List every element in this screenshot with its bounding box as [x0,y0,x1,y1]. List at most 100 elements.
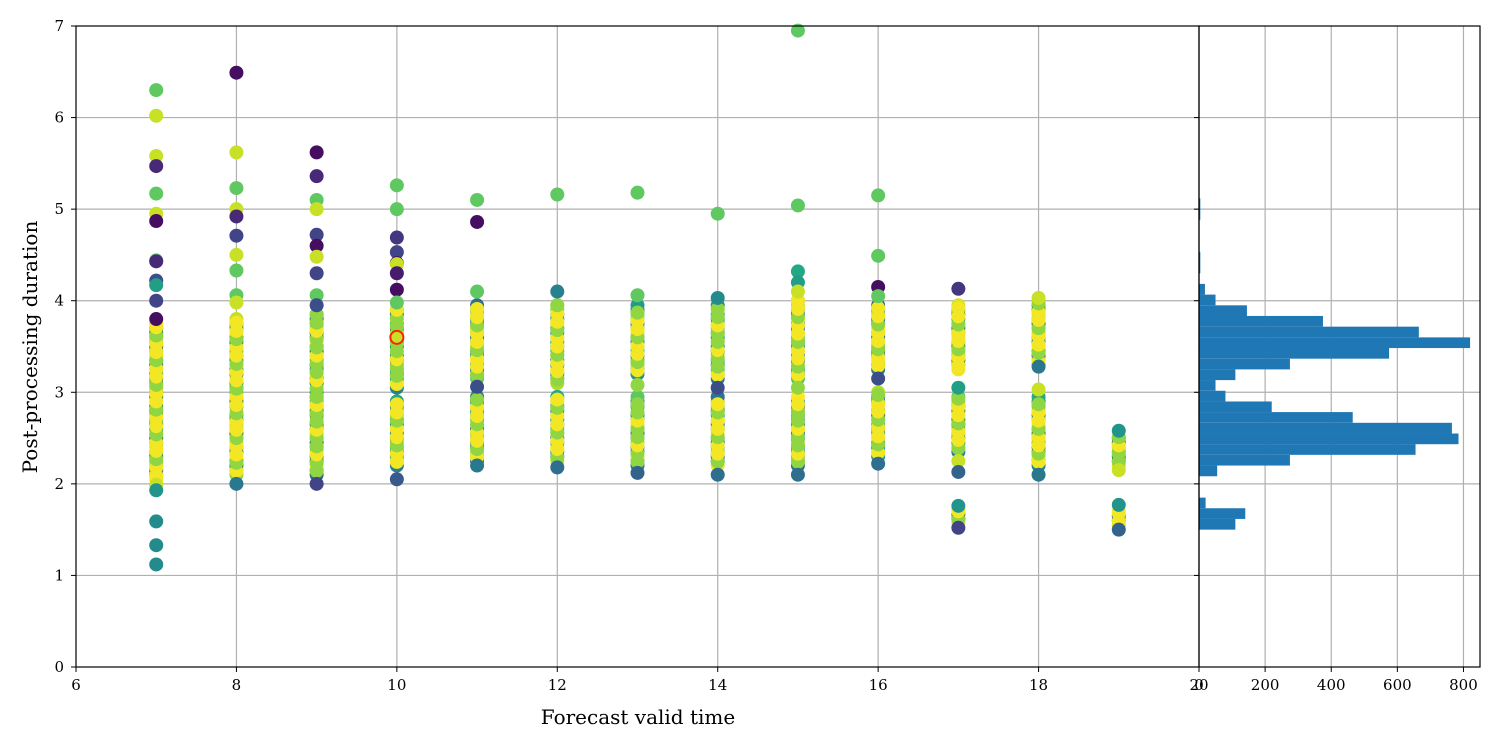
scatter-point [951,520,966,535]
scatter-point [710,467,725,482]
scatter-x-tick-label: 18 [1029,676,1048,694]
histogram-bar [1199,251,1201,263]
scatter-point [790,23,805,38]
y-axis-title: Post-processing duration [18,221,42,474]
scatter-point [149,83,164,98]
scatter-point [309,227,324,242]
histogram-bar [1199,380,1216,391]
scatter-point [550,284,565,299]
scatter-point [229,145,244,160]
histogram-bar [1199,369,1236,381]
histogram-bar [1199,412,1353,423]
histogram-bar [1199,262,1201,274]
scatter-point [149,214,164,229]
histogram-bar [1199,433,1459,445]
scatter-point [1031,382,1046,397]
scatter-point [871,388,886,403]
scatter-point [389,245,404,260]
scatter-point [229,476,244,491]
scatter-point [309,266,324,281]
histogram-x-tick-label: 600 [1383,676,1412,694]
scatter-point [790,380,805,395]
scatter-point [309,145,324,160]
histogram-x-ticks: 0 200 400 600 800 [1194,667,1478,694]
histogram-bar [1199,518,1236,530]
scatter-point [229,315,244,330]
scatter-y-tick-label: 3 [54,383,64,401]
histogram-bar [1199,401,1272,413]
scatter-point [871,289,886,304]
histogram-x-tick-label: 400 [1317,676,1346,694]
scatter-y-tick-label: 5 [54,200,64,218]
scatter-point [710,206,725,221]
scatter-point [790,284,805,299]
scatter-y-tick-label: 2 [54,475,64,493]
histogram-bar [1199,283,1205,295]
scatter-point [149,186,164,201]
histogram-bar [1199,315,1323,327]
scatter-point [630,465,645,480]
scatter-point [149,159,164,174]
scatter-point [951,498,966,513]
scatter-point [309,298,324,313]
scatter-point [149,278,164,293]
scatter-point [229,228,244,243]
scatter-point [149,293,164,308]
scatter-point [309,288,324,303]
scatter-point [790,397,805,412]
scatter-point [1111,522,1126,537]
histogram-bar [1199,294,1216,306]
scatter-point [309,202,324,217]
scatter-point [550,187,565,202]
scatter-point [951,453,966,468]
scatter-point [630,305,645,320]
scatter-point [149,149,164,164]
scatter-point [951,391,966,406]
scatter-x-tick-label: 20 [1189,676,1208,694]
scatter-point [951,281,966,296]
histogram-bar [1199,444,1416,455]
scatter-y-tick-label: 0 [54,658,64,676]
scatter-point [309,169,324,184]
scatter-point [710,380,725,395]
histogram-x-tick-label: 200 [1251,676,1280,694]
scatter-point [1031,397,1046,412]
scatter-point [309,249,324,264]
scatter-point [1111,463,1126,478]
histogram-bar [1199,347,1390,359]
scatter-point [470,192,485,207]
scatter-point [470,392,485,407]
scatter-point [309,238,324,253]
scatter-point [871,371,886,386]
scatter-point [871,301,886,316]
scatter-point [470,284,485,299]
scatter-point [951,301,966,316]
scatter-x-tick-label: 6 [71,676,81,694]
scatter-point [871,248,886,263]
scatter-x-tick-label: 14 [708,676,727,694]
scatter-point [550,298,565,313]
scatter-point [149,483,164,498]
scatter-point [550,392,565,407]
scatter-point [470,214,485,229]
histogram-bar [1199,508,1246,519]
scatter-point [229,181,244,196]
scatter-point [550,460,565,475]
scatter-point [229,295,244,310]
scatter-point [630,288,645,303]
histogram-bar [1199,422,1452,434]
scatter-y-tick-label: 4 [54,292,64,310]
scatter-y-ticks: 0 1 2 3 4 5 6 7 [54,17,1199,676]
scatter-x-ticks: 6 8 10 12 14 16 18 20 [71,667,1209,694]
histogram-bar [1199,209,1201,220]
scatter-point [149,312,164,327]
histogram-plot-frame [1198,25,1481,668]
scatter-point [871,188,886,203]
histogram-bar [1199,390,1226,402]
scatter-point [389,282,404,297]
scatter-point [229,209,244,224]
scatter-x-tick-label: 10 [387,676,406,694]
scatter-point [630,377,645,392]
